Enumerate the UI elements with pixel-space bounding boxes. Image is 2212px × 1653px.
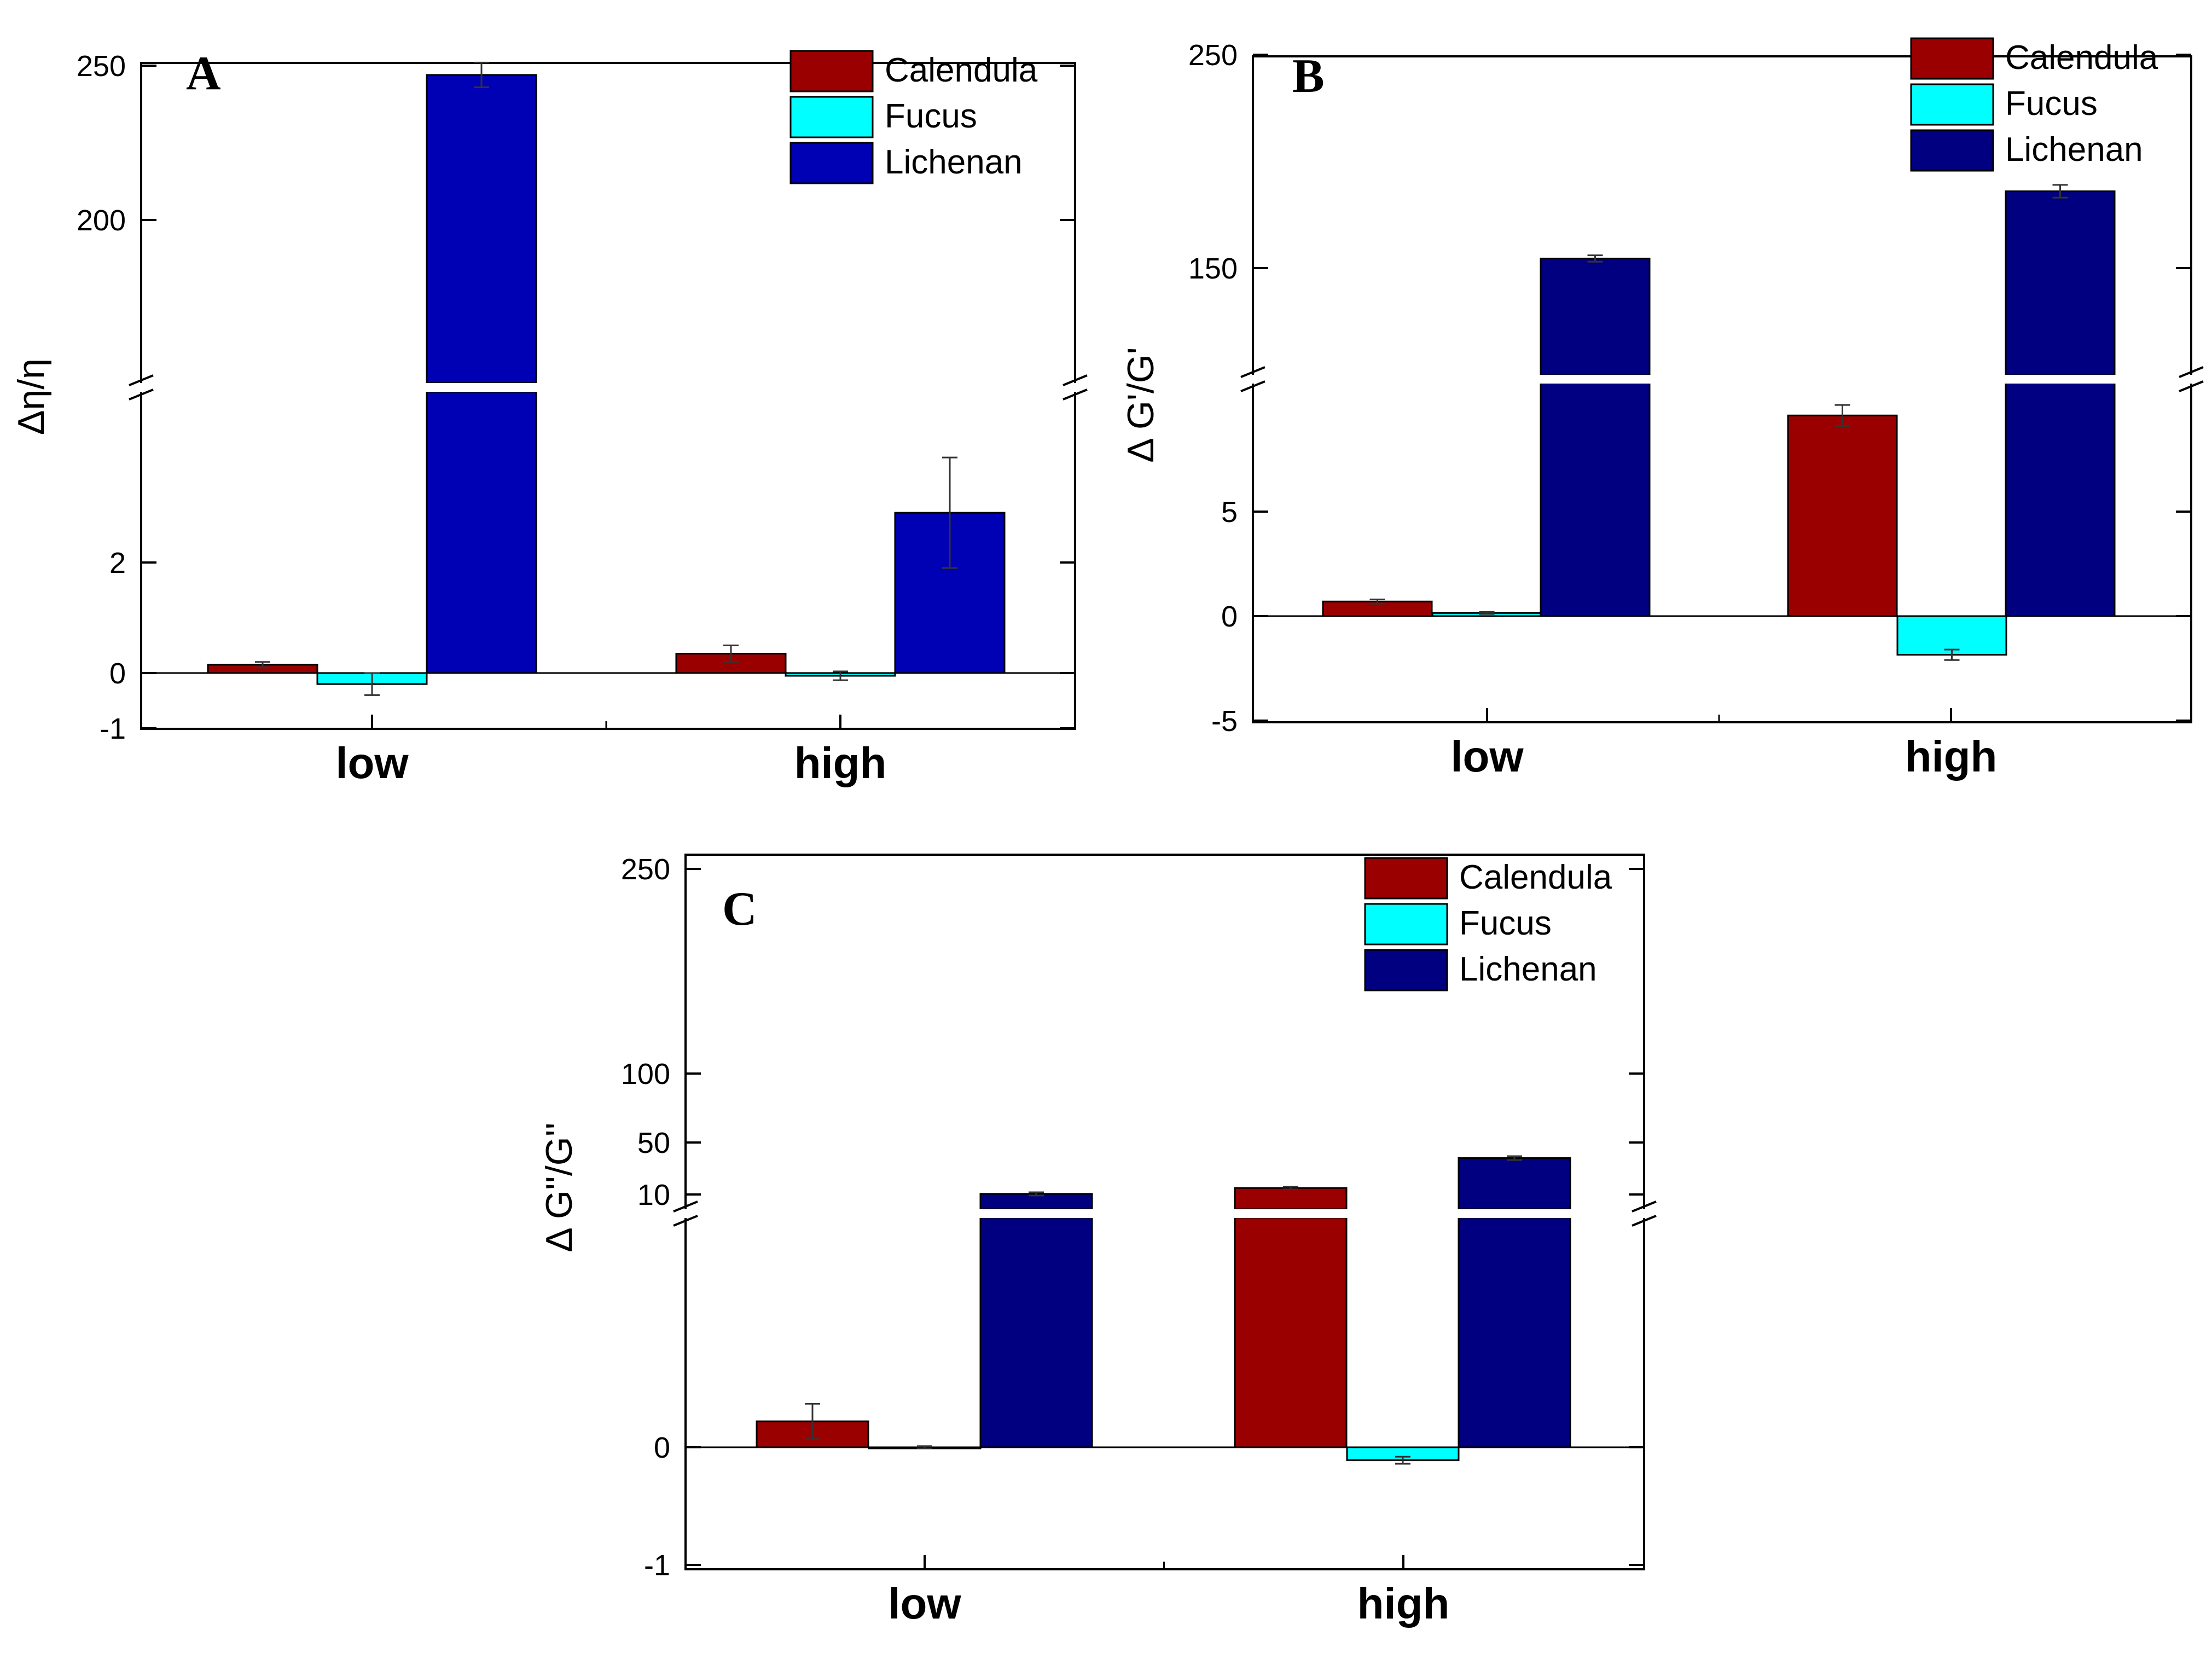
panel-letter: A	[186, 47, 221, 100]
y-tick-label: -1	[644, 1549, 670, 1582]
legend-label-lichenan: Lichenan	[885, 143, 1023, 181]
legend-label-calendula: Calendula	[885, 51, 1038, 89]
y-tick-label: 50	[637, 1127, 670, 1159]
legend-swatch-calendula	[789, 50, 874, 92]
panel-letter: C	[722, 883, 757, 936]
legend-label-lichenan: Lichenan	[2005, 131, 2143, 169]
chart-panel-a: -1 0 2 200 250 low high Δη/η A Calendula Fucus Lich…	[10, 47, 1092, 787]
axis-break-mark	[673, 1200, 698, 1213]
y-tick-label: 100	[621, 1058, 670, 1091]
legend-swatch-fucus	[1910, 83, 1994, 126]
bar-calendula-high	[1787, 414, 1898, 617]
legend-swatch-calendula	[1364, 857, 1448, 900]
chart-panel-c: -1 0 10 50 100 250 low high Δ G''/G'' C Calendula F…	[538, 853, 1661, 1628]
bar-lichenan-high-lower	[2005, 382, 2116, 617]
legend-label-fucus: Fucus	[2005, 85, 2098, 123]
chart-panel-b: -5 0 5 150 250 low high Δ G'/G' B Calendula Fucus L…	[1120, 37, 2208, 781]
bar-lichenan-low	[426, 74, 537, 384]
axis-break-gap	[669, 1209, 1661, 1218]
legend-label-fucus: Fucus	[1459, 904, 1552, 942]
bar-lichenan-high	[2005, 190, 2116, 376]
bar-fucus-high	[1896, 615, 2007, 656]
y-tick-label: 2	[109, 547, 126, 579]
bar-lichenan-high-lower	[1458, 1216, 1571, 1448]
x-tick-label: low	[335, 739, 409, 787]
y-axis-title: Δ G''/G''	[538, 1122, 580, 1252]
legend-label-calendula: Calendula	[2005, 39, 2158, 77]
legend-swatch-fucus	[1364, 903, 1448, 946]
y-tick-label: 10	[637, 1179, 670, 1211]
bar-lichenan-high	[1458, 1157, 1571, 1210]
axis-break-mark	[129, 374, 154, 386]
y-tick-label: -1	[100, 712, 126, 745]
legend-label-calendula: Calendula	[1459, 859, 1612, 896]
legend-swatch-lichenan	[789, 142, 874, 184]
axis-break-mark	[1632, 1200, 1657, 1213]
bar-lichenan-low-lower	[426, 391, 537, 674]
y-axis-title: Δ G'/G'	[1120, 347, 1162, 462]
y-tick-label: 250	[621, 853, 670, 886]
bar-lichenan-low	[1540, 257, 1651, 376]
panel-letter: B	[1292, 50, 1325, 103]
plot-frame	[140, 62, 1076, 730]
y-tick-label: 0	[1221, 600, 1238, 633]
legend-swatch-lichenan	[1364, 949, 1448, 991]
bar-lichenan-low-lower	[1540, 382, 1651, 617]
x-tick-label: low	[1450, 732, 1524, 781]
axis-break-mark	[1240, 366, 1265, 378]
y-tick-label: 0	[109, 657, 126, 690]
x-tick-label: high	[1357, 1579, 1450, 1628]
y-tick-label: 0	[654, 1431, 670, 1464]
y-tick-label: 250	[77, 50, 126, 83]
bar-calendula-high	[1234, 1187, 1348, 1210]
axis-break-gap	[1236, 375, 2208, 384]
axis-break-mark	[673, 1215, 698, 1227]
y-axis-title: Δη/η	[10, 358, 52, 435]
axis-break-mark	[1063, 374, 1088, 386]
x-tick-label: low	[888, 1579, 961, 1628]
axis-break-mark	[2179, 380, 2204, 392]
legend-label-lichenan: Lichenan	[1459, 950, 1597, 988]
x-tick-label: high	[794, 739, 887, 787]
plot-frame	[1252, 55, 2192, 723]
axis-break-mark	[1632, 1215, 1657, 1227]
legend-label-fucus: Fucus	[885, 97, 977, 135]
y-tick-label: -5	[1211, 705, 1238, 738]
axis-break-mark	[129, 388, 154, 401]
legend-swatch-lichenan	[1910, 129, 1994, 172]
y-tick-label: 250	[1188, 39, 1238, 72]
legend-swatch-calendula	[1910, 37, 1994, 80]
y-tick-label: 200	[77, 204, 126, 237]
axis-break-mark	[2179, 366, 2204, 378]
legend-swatch-fucus	[789, 96, 874, 138]
bar-lichenan-low-lower	[979, 1216, 1093, 1448]
x-tick-label: high	[1905, 732, 1998, 781]
bar-calendula-high-lower	[1234, 1216, 1348, 1448]
axis-break-mark	[1063, 388, 1088, 401]
axis-break-gap	[125, 383, 1092, 392]
y-tick-label: 150	[1188, 252, 1238, 285]
axis-break-mark	[1240, 380, 1265, 392]
y-tick-label: 5	[1221, 496, 1238, 529]
